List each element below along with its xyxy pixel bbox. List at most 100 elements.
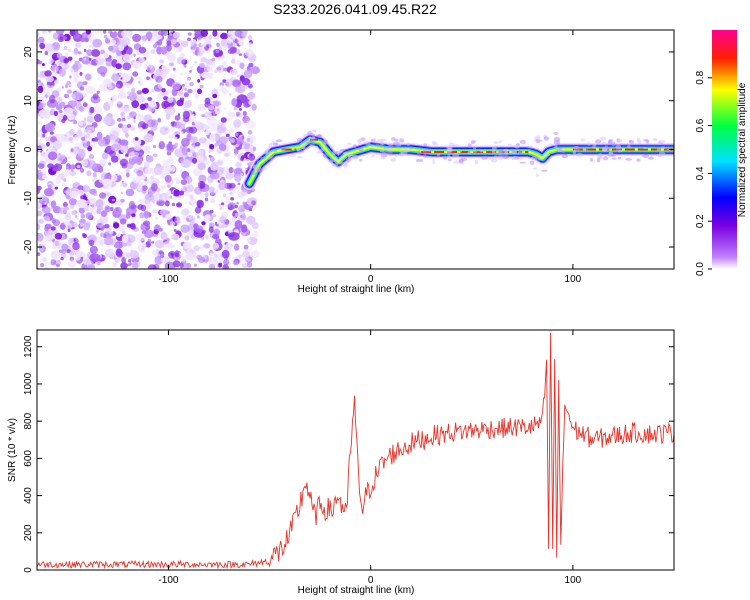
noise-speck <box>63 93 70 99</box>
ridge-spread-speck <box>493 141 499 145</box>
noise-speck <box>197 88 202 95</box>
noise-speck <box>120 191 124 195</box>
ridge-spread-speck <box>617 156 621 160</box>
noise-speck <box>103 115 112 123</box>
ridge-spread-speck <box>332 150 337 156</box>
ridge-spread-speck <box>379 148 385 153</box>
noise-speck <box>197 103 206 112</box>
ridge-spread-speck <box>436 153 441 157</box>
noise-speck <box>107 249 115 258</box>
ridge-spread-speck <box>339 149 346 152</box>
noise-speck <box>62 35 67 41</box>
noise-speck <box>95 57 105 66</box>
noise-speck <box>118 72 122 76</box>
ridge-spread-speck <box>443 155 448 160</box>
noise-speck <box>167 184 171 188</box>
noise-speck <box>86 49 93 57</box>
ridge-spread-speck <box>530 156 538 161</box>
ridge-spread-speck <box>587 141 591 146</box>
noise-speck <box>85 212 93 220</box>
y-tick-label: 200 <box>23 524 34 541</box>
noise-speck <box>196 199 204 209</box>
noise-speck <box>39 240 47 247</box>
noise-speck <box>221 202 225 206</box>
noise-speck <box>215 223 219 227</box>
noise-speck <box>76 199 88 209</box>
noise-speck <box>94 113 102 123</box>
noise-speck <box>236 201 239 205</box>
noise-speck <box>109 45 119 53</box>
ridge-spread-speck <box>387 145 394 148</box>
noise-speck <box>40 194 45 198</box>
noise-speck <box>70 169 74 173</box>
noise-speck <box>89 253 101 263</box>
noise-speck <box>130 54 134 59</box>
snr-panel: -100 0 100 0 200 400 600 800 1000 1200 Height of… <box>7 329 675 596</box>
noise-speck <box>102 74 105 78</box>
noise-speck <box>76 96 80 100</box>
noise-speck <box>209 123 218 132</box>
y-tick-label: 600 <box>23 450 34 467</box>
ridge-spread-speck <box>375 143 380 147</box>
noise-speck <box>240 173 243 176</box>
noise-speck <box>62 182 66 187</box>
noise-speck <box>241 213 247 221</box>
ridge-spread-speck <box>642 147 649 150</box>
noise-speck <box>238 53 243 56</box>
ridge-spread-speck <box>503 154 509 159</box>
noise-speck <box>37 36 45 45</box>
noise-speck <box>183 92 189 98</box>
noise-speck <box>161 88 166 93</box>
noise-speck <box>217 65 225 73</box>
ridge-spread-speck <box>601 141 608 145</box>
noise-speck <box>228 167 234 174</box>
noise-speck <box>89 154 94 159</box>
noise-speck <box>251 250 260 258</box>
noise-speck <box>182 110 190 120</box>
noise-speck <box>37 32 40 36</box>
noise-speck <box>78 121 84 126</box>
ridge-spread-speck <box>580 138 585 142</box>
noise-speck <box>100 210 108 217</box>
noise-speck <box>166 143 174 151</box>
ridge-spread-speck <box>296 147 301 152</box>
noise-speck <box>88 239 95 247</box>
noise-speck <box>83 117 87 121</box>
noise-speck <box>77 148 86 158</box>
noise-speck <box>221 55 225 59</box>
noise-speck <box>163 96 169 101</box>
noise-speck <box>121 225 126 231</box>
noise-speck <box>120 262 128 269</box>
snr-y-ticks: 0 200 400 600 800 1000 1200 <box>23 335 674 573</box>
noise-speck <box>52 32 60 40</box>
noise-speck <box>163 241 170 249</box>
noise-speck <box>181 138 190 147</box>
noise-speck <box>152 153 158 157</box>
noise-speck <box>68 155 72 160</box>
noise-speck <box>41 174 48 180</box>
noise-speck <box>132 156 139 164</box>
ridge-spread-speck <box>380 153 388 158</box>
noise-speck <box>127 95 130 100</box>
ridge-spread-speck <box>498 140 503 144</box>
noise-speck <box>181 131 184 135</box>
noise-speck <box>242 122 245 126</box>
noise-speck <box>155 68 164 76</box>
noise-speck <box>181 146 189 156</box>
noise-speck <box>205 129 210 136</box>
noise-speck <box>145 155 154 163</box>
noise-speck <box>231 216 236 222</box>
noise-speck <box>174 136 178 140</box>
ridge-spread-speck <box>508 151 516 154</box>
noise-speck <box>132 71 139 77</box>
noise-speck <box>144 117 149 122</box>
noise-speck <box>79 218 86 225</box>
colorbar-ticks: 0.0 0.2 0.4 0.6 0.8 <box>695 70 712 276</box>
noise-speck <box>121 162 128 169</box>
x-tick-label: 0 <box>368 274 374 285</box>
x-tick-label: 100 <box>565 274 582 285</box>
noise-speck <box>70 148 74 152</box>
ridge-spread-speck <box>661 146 666 150</box>
noise-speck <box>184 81 190 88</box>
noise-speck <box>233 260 239 266</box>
